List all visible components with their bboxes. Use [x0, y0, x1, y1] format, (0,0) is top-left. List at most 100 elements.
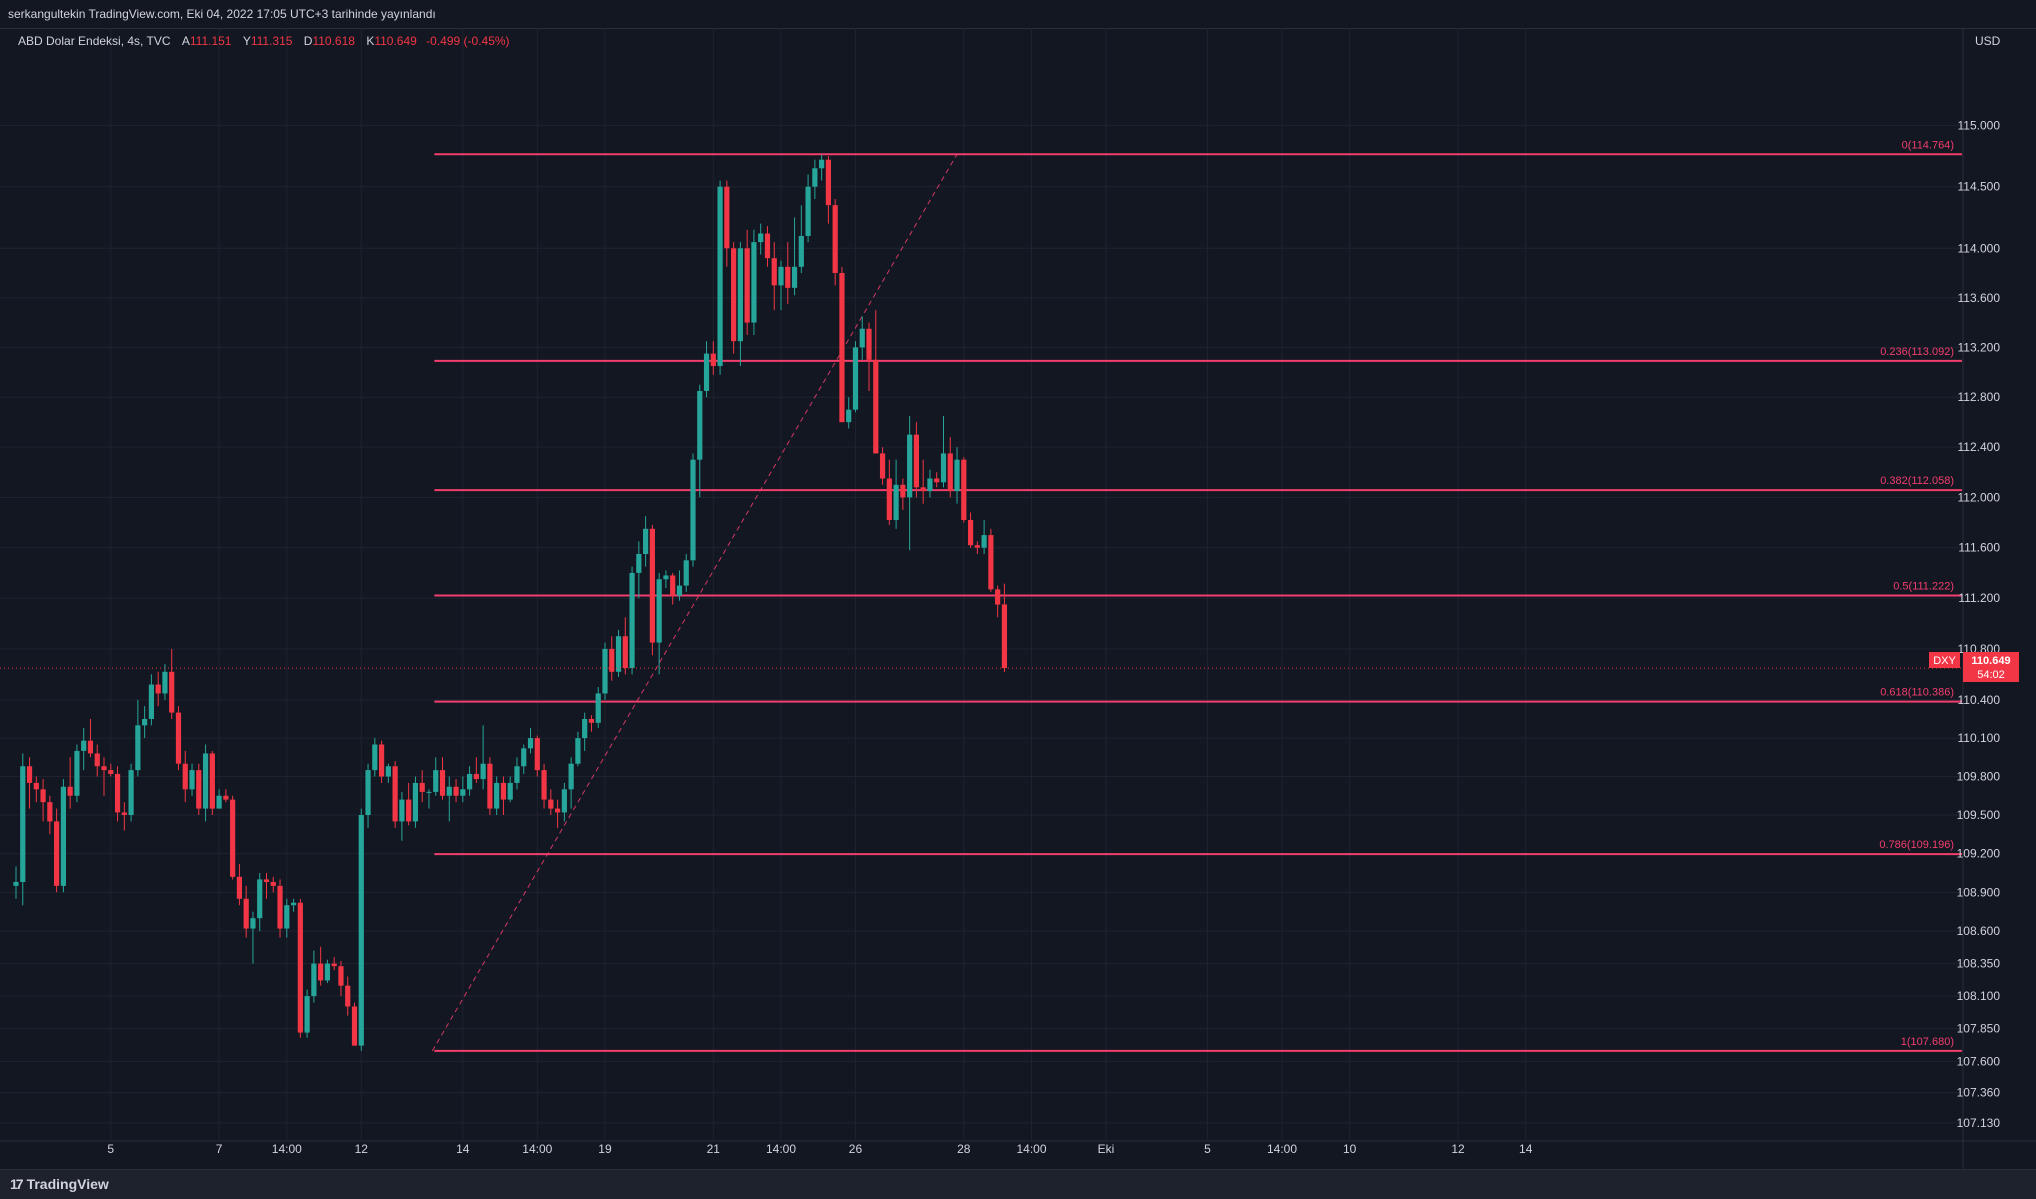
candle-body	[446, 786, 452, 796]
tradingview-logo[interactable]: 17 TradingView	[10, 1176, 109, 1192]
candle-body	[981, 535, 987, 548]
candle-body	[988, 535, 994, 590]
candle-body	[724, 186, 730, 249]
time-axis[interactable]: 5 7 14:00 12 14 14:00 19 21 14:00 26 28 14:00 Eki 5 14…	[107, 1142, 1532, 1156]
candle-body	[60, 786, 66, 886]
candle-body	[595, 693, 601, 723]
candle-body	[744, 248, 750, 323]
candle-body	[582, 718, 588, 739]
candle-body	[568, 763, 574, 790]
candle-body	[47, 802, 53, 822]
footer-bar: 17 TradingView	[0, 1169, 2036, 1199]
currency-label[interactable]: USD	[1975, 34, 2001, 48]
candle-body	[588, 718, 595, 723]
fibonacci-retracement[interactable]: 0(114.764) 0.236(113.092) 0.382(112.058) 0.…	[431, 139, 1962, 1052]
y-tick-label: 111.600	[1958, 541, 2000, 555]
candle-body	[778, 266, 784, 286]
fib-level-label: 1(107.680)	[1901, 1036, 1954, 1048]
legend: ABD Dolar Endeksi, 4s, TVC A111.151 Y111…	[18, 34, 510, 48]
x-tick-label: 14:00	[766, 1142, 796, 1156]
price-axis[interactable]: 115.000 114.500 114.000 113.600 113.200 112.8…	[1957, 118, 2001, 1130]
candle-body	[602, 648, 608, 694]
candle-body	[236, 876, 243, 899]
fib-level-label: 0(114.764)	[1902, 139, 1954, 151]
y-tick-label: 112.400	[1958, 440, 2001, 454]
y-tick-label: 109.500	[1957, 808, 2001, 822]
candle-body	[54, 821, 60, 886]
candle-body	[175, 712, 182, 764]
y-tick-label: 108.600	[1957, 924, 2001, 938]
candle-body	[202, 753, 209, 809]
candle-body	[622, 636, 628, 668]
y-tick-label: 108.100	[1957, 989, 2001, 1003]
candle-body	[683, 560, 689, 586]
candle-body	[345, 985, 351, 1007]
high-label: Y	[242, 34, 251, 48]
candle-body	[879, 453, 886, 479]
y-tick-label: 111.200	[1958, 591, 2000, 605]
y-tick-label: 107.850	[1957, 1022, 2001, 1036]
candle-body	[290, 902, 297, 906]
candle-body	[304, 996, 310, 1033]
candle-body	[771, 258, 777, 286]
y-tick-label: 109.800	[1957, 770, 2001, 784]
candle-body	[13, 881, 19, 886]
candle-body	[636, 554, 642, 573]
candle-body	[494, 782, 500, 809]
candle-body	[541, 770, 547, 800]
y-tick-label: 107.360	[1957, 1086, 2001, 1100]
candle-body	[886, 478, 892, 520]
fib-level-label: 0.618(110.386)	[1880, 687, 1954, 699]
candle-body	[751, 242, 757, 323]
candle-body	[791, 266, 798, 288]
candle-body	[798, 235, 804, 267]
candle-body	[643, 528, 649, 555]
change-value: -0.499 (-0.45%)	[426, 34, 510, 48]
candle-body	[487, 763, 493, 809]
candle-body	[839, 272, 845, 423]
candle-body	[609, 648, 615, 672]
last-price-tag: DXY 110.649 54:02	[1929, 652, 2019, 682]
close-label: K	[366, 34, 375, 48]
candle-body	[284, 905, 290, 929]
candle-body	[920, 487, 926, 492]
candle-body	[189, 770, 195, 790]
candle-body	[514, 766, 520, 783]
candle-body	[182, 763, 188, 790]
candle-body	[873, 359, 879, 454]
candle-body	[209, 753, 215, 809]
candle-body	[311, 963, 317, 997]
last-price-value: 110.649	[1971, 655, 2010, 667]
y-tick-label: 109.200	[1957, 847, 2001, 861]
candle-body	[40, 789, 46, 803]
candle-body	[717, 186, 723, 367]
chart-canvas[interactable]: 0(114.764) 0.236(113.092) 0.382(112.058) 0.…	[0, 0, 2036, 1169]
candle-body	[480, 763, 486, 780]
candle-body	[961, 459, 967, 520]
candle-body	[656, 579, 662, 643]
ticker-label: DXY	[1933, 655, 1956, 667]
brand-name: TradingView	[26, 1176, 109, 1192]
y-tick-label: 115.000	[1958, 118, 2001, 132]
x-tick-label: 14:00	[272, 1142, 302, 1156]
candle-body	[74, 750, 80, 796]
candle-body	[270, 881, 276, 886]
candle-body	[676, 585, 683, 596]
candle-body	[439, 770, 446, 796]
candle-body	[372, 744, 378, 771]
candle-body	[737, 248, 743, 342]
high-value: 111.315	[250, 34, 293, 48]
candle-body	[128, 770, 134, 816]
candle-body	[297, 902, 303, 1033]
chart-area[interactable]	[0, 28, 2036, 1169]
candle-body	[805, 186, 811, 236]
fib-trend-line	[431, 154, 958, 1052]
x-tick-label: 12	[355, 1142, 369, 1156]
candle-body	[974, 545, 980, 548]
candle-body	[561, 789, 567, 813]
tradingview-logo-icon: 17	[10, 1176, 24, 1192]
candle-body	[358, 815, 364, 1046]
open-label: A	[181, 34, 190, 48]
low-label: D	[303, 34, 313, 48]
candle-body	[433, 770, 439, 792]
